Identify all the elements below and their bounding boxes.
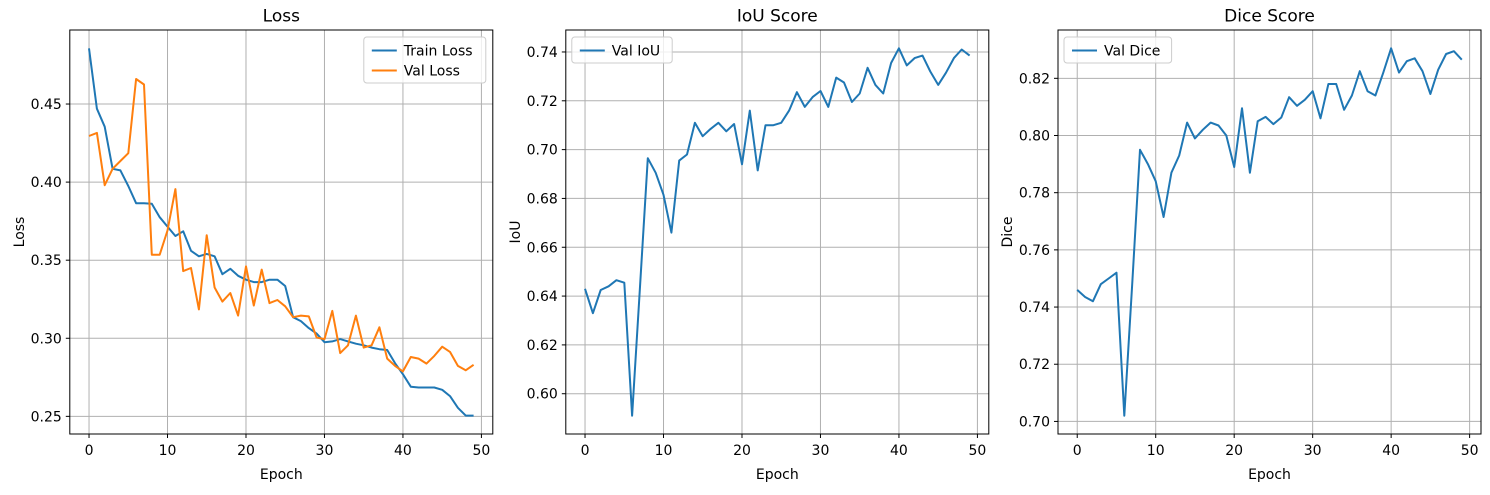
y-tick-label: 0.70 xyxy=(1019,414,1050,430)
y-tick-label: 0.82 xyxy=(1019,71,1050,87)
x-tick-label: 50 xyxy=(1461,443,1479,459)
y-tick-label: 0.76 xyxy=(1019,243,1050,259)
y-tick-label: 0.30 xyxy=(31,331,62,347)
x-axis-label: Epoch xyxy=(756,467,799,483)
y-tick-label: 0.80 xyxy=(1019,129,1050,145)
x-tick-label: 30 xyxy=(812,443,830,459)
legend-label: Val IoU xyxy=(612,44,660,60)
y-tick-label: 0.66 xyxy=(527,240,558,256)
legend: Train Loss Val Loss xyxy=(363,36,487,84)
x-tick-label: 20 xyxy=(1225,443,1243,459)
x-tick-label: 10 xyxy=(655,443,673,459)
x-tick-label: 10 xyxy=(1147,443,1165,459)
legend-label: Train Loss xyxy=(403,44,473,60)
y-tick-label: 0.62 xyxy=(527,338,558,354)
x-tick-label: 20 xyxy=(237,443,255,459)
y-tick-label: 0.78 xyxy=(1019,186,1050,202)
series-line-train-loss xyxy=(88,48,474,417)
y-tick-label: 0.45 xyxy=(31,97,62,113)
x-tick-label: 40 xyxy=(394,443,412,459)
legend-label: Val Dice xyxy=(1104,44,1160,60)
y-axis-label: Loss xyxy=(12,217,28,248)
series-line-val-dice xyxy=(1076,47,1463,417)
legend-box xyxy=(571,36,673,64)
y-tick-label: 0.64 xyxy=(527,289,558,305)
y-tick-label: 0.60 xyxy=(527,387,558,403)
x-tick-label: 20 xyxy=(733,443,751,459)
plot-frame xyxy=(69,29,494,435)
x-tick-label: 40 xyxy=(1382,443,1400,459)
y-axis-label: IoU xyxy=(508,221,524,244)
legend: Val IoU xyxy=(571,36,673,64)
plot-frame xyxy=(1057,29,1482,435)
legend: Val Dice xyxy=(1063,36,1173,64)
x-axis-label: Epoch xyxy=(260,467,303,483)
x-tick-label: 0 xyxy=(581,443,590,459)
x-axis-label: Epoch xyxy=(1248,467,1291,483)
y-tick-label: 0.35 xyxy=(31,253,62,269)
y-tick-label: 0.74 xyxy=(1019,300,1050,316)
chart-iou-score: 0 10 20 30 40 50 0.60 0.62 0.64 0.66 0.68 0.70 0.72 0… xyxy=(508,7,990,483)
legend-label: Val Loss xyxy=(404,64,460,80)
x-tick-label: 50 xyxy=(969,443,987,459)
chart-title: IoU Score xyxy=(737,7,818,27)
chart-title: Dice Score xyxy=(1224,7,1315,27)
series-line-val-iou xyxy=(584,47,971,417)
y-tick-label: 0.72 xyxy=(1019,357,1050,373)
x-tick-label: 50 xyxy=(473,443,491,459)
y-tick-label: 0.68 xyxy=(527,191,558,207)
series-line-val-loss xyxy=(88,78,475,373)
y-tick-label: 0.70 xyxy=(527,143,558,159)
legend-box xyxy=(1063,36,1173,64)
chart-dice-score: 0 10 20 30 40 50 0.70 0.72 0.74 0.76 0.78 0.80 0.82 D… xyxy=(1000,7,1482,483)
y-tick-label: 0.25 xyxy=(31,409,62,425)
chart-loss: 0 10 20 30 40 50 0.25 0.30 0.35 0.40 0.45 Loss Epoch… xyxy=(12,7,494,483)
x-tick-label: 10 xyxy=(159,443,177,459)
x-tick-label: 30 xyxy=(1304,443,1322,459)
y-tick-label: 0.74 xyxy=(527,45,558,61)
y-tick-label: 0.72 xyxy=(527,94,558,110)
chart-title: Loss xyxy=(263,7,300,27)
x-tick-label: 40 xyxy=(890,443,908,459)
x-tick-label: 30 xyxy=(316,443,334,459)
plot-frame xyxy=(565,29,990,435)
x-tick-label: 0 xyxy=(85,443,94,459)
y-axis-label: Dice xyxy=(1000,217,1016,248)
y-tick-label: 0.40 xyxy=(31,175,62,191)
x-tick-label: 0 xyxy=(1073,443,1082,459)
